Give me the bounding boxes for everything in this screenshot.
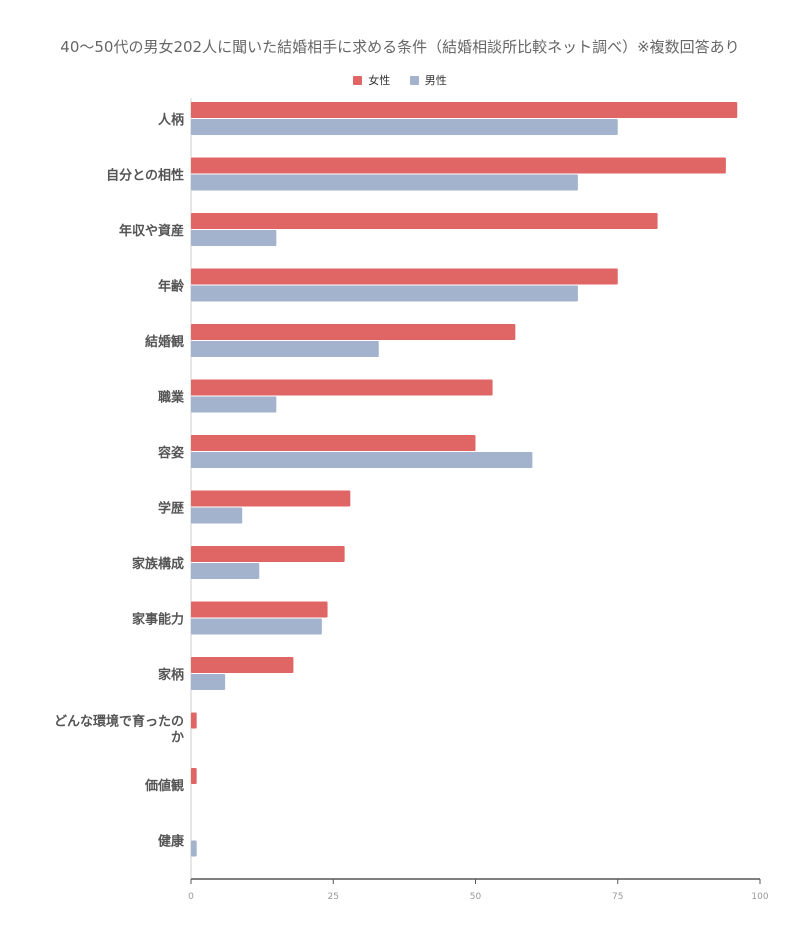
x-tick-label: 25	[328, 892, 339, 902]
chart-legend: 女性 男性	[0, 72, 800, 88]
bar-female[interactable]	[191, 324, 516, 340]
bar-male[interactable]	[191, 285, 578, 302]
bar-female[interactable]	[191, 657, 294, 673]
x-tick-label: 100	[751, 892, 768, 902]
category-label: どんな環境で育ったのか	[54, 714, 184, 746]
bar-female[interactable]	[191, 157, 726, 174]
bar-male[interactable]	[191, 452, 533, 468]
bar-male[interactable]	[191, 119, 618, 135]
category-label: 年収や資産	[119, 223, 184, 239]
legend-label-female: 女性	[368, 74, 391, 87]
category-label: 人柄	[158, 112, 184, 128]
category-label: 結婚観	[145, 334, 184, 350]
bar-male[interactable]	[191, 507, 243, 524]
bar-female[interactable]	[191, 102, 738, 118]
category-label: 学歴	[158, 501, 184, 517]
bar-female[interactable]	[191, 768, 197, 784]
legend-item-female[interactable]: 女性	[353, 72, 390, 88]
bar-male[interactable]	[191, 840, 197, 857]
bar-female[interactable]	[191, 490, 351, 507]
x-tick-label: 50	[470, 892, 482, 902]
bar-male[interactable]	[191, 396, 277, 413]
bar-female[interactable]	[191, 435, 476, 451]
category-label: 家柄	[158, 667, 184, 683]
bar-female[interactable]	[191, 213, 658, 229]
bar-male[interactable]	[191, 174, 578, 191]
x-tick-label: 75	[612, 892, 623, 902]
bar-female[interactable]	[191, 601, 328, 618]
category-label: 健康	[158, 834, 185, 850]
category-label: 家族構成	[132, 556, 184, 572]
category-label: 職業	[158, 390, 185, 406]
bar-male[interactable]	[191, 230, 277, 246]
category-label: 自分との相性	[106, 168, 184, 184]
category-label: 家事能力	[132, 612, 184, 628]
category-label: 価値観	[144, 778, 184, 794]
bar-male[interactable]	[191, 563, 260, 579]
category-label: 年齢	[158, 279, 185, 295]
category-label: 容姿	[157, 445, 184, 461]
bar-male[interactable]	[191, 618, 322, 635]
bar-female[interactable]	[191, 546, 345, 562]
x-tick-label: 0	[188, 892, 194, 902]
bar-female[interactable]	[191, 268, 618, 285]
legend-swatch-male	[409, 75, 419, 85]
bar-male[interactable]	[191, 674, 226, 690]
legend-item-male[interactable]: 男性	[409, 72, 447, 88]
legend-label-male: 男性	[424, 74, 447, 87]
chart-title: 40〜50代の男女202人に聞いた結婚相手に求める条件（結婚相談所比較ネット調べ…	[60, 38, 740, 56]
bar-female[interactable]	[191, 379, 493, 396]
bar-female[interactable]	[191, 712, 197, 729]
legend-swatch-female	[353, 75, 363, 85]
bar-male[interactable]	[191, 341, 379, 357]
